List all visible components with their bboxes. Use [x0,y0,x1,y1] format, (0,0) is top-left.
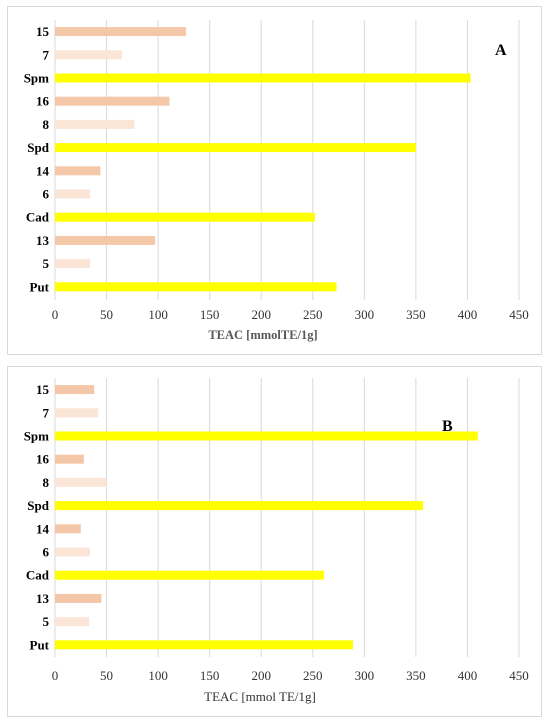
bar-Cad [55,212,315,222]
x-tick-label: 450 [509,307,529,322]
chart-b-category-labels: 15 7 Spm 16 8 Spd 14 6 Cad 13 5 Put [24,382,50,652]
chart-b-gridlines [54,378,520,657]
bar-6 [55,547,91,557]
x-tick-label: 200 [251,307,271,322]
chart-a-gridlines [54,20,520,300]
bar-Spd [55,143,416,153]
bar-15 [55,27,186,37]
x-tick-label: 150 [200,668,220,683]
chart-a-tick-labels: 0 50 100 150 200 250 300 350 400 450 [52,307,529,322]
category-label-Spd: Spd [27,140,49,155]
category-label-7: 7 [43,47,50,62]
category-label-6: 6 [43,545,50,560]
chart-b-x-axis-title: TEAC [mmol TE/1g] [204,689,316,704]
chart-a-bars [55,27,471,292]
category-label-8: 8 [43,117,50,132]
x-tick-label: 100 [148,307,168,322]
chart-a-x-axis-title: TEAC [mmolTE/1g] [208,328,317,342]
category-label-16: 16 [36,94,50,109]
x-tick-label: 150 [200,307,220,322]
category-label-Spm: Spm [24,429,49,444]
x-tick-label: 300 [355,307,375,322]
bar-7 [55,408,99,418]
bar-Cad [55,570,325,580]
category-label-5: 5 [43,256,50,271]
category-label-13: 13 [36,233,50,248]
x-tick-label: 0 [52,668,59,683]
x-tick-label: 0 [52,307,59,322]
category-label-15: 15 [36,24,50,39]
bar-13 [55,235,156,245]
bar-14 [55,524,81,534]
bar-16 [55,96,170,106]
chart-b-bars [55,385,478,650]
bar-16 [55,454,84,464]
chart-a-svg: 15 7 Spm 16 8 Spd 14 6 Cad 13 5 Put 0 50 100 150 200 250… [24,20,529,342]
category-label-Spd: Spd [27,498,49,513]
x-tick-label: 50 [100,307,113,322]
chart-panel-a: 15 7 Spm 16 8 Spd 14 6 Cad 13 5 Put 0 50 100 150 200 250… [7,6,542,355]
bar-6 [55,189,91,199]
category-label-8: 8 [43,475,50,490]
x-tick-label: 350 [406,307,426,322]
bar-8 [55,119,135,129]
x-tick-label: 100 [148,668,168,683]
x-tick-label: 300 [355,668,375,683]
category-label-Cad: Cad [26,568,50,583]
bar-5 [55,617,90,627]
chart-a-panel-label: A [495,42,507,59]
bar-5 [55,259,91,269]
category-label-15: 15 [36,382,50,397]
bar-Spd [55,501,424,511]
category-label-7: 7 [43,405,50,420]
category-label-Cad: Cad [26,210,50,225]
bar-Put [55,282,337,292]
chart-b-tick-labels: 0 50 100 150 200 250 300 350 400 450 [52,668,529,683]
bar-15 [55,385,95,395]
category-label-Put: Put [30,637,50,652]
category-label-14: 14 [36,163,50,178]
x-tick-label: 350 [406,668,426,683]
chart-panel-b: 15 7 Spm 16 8 Spd 14 6 Cad 13 5 Put 0 50 100 150 200 250… [7,366,542,717]
category-label-14: 14 [36,521,50,536]
category-label-Put: Put [30,279,50,294]
x-tick-label: 250 [303,668,323,683]
x-tick-label: 200 [251,668,271,683]
category-label-6: 6 [43,187,50,202]
bar-13 [55,593,102,603]
bar-8 [55,477,107,487]
x-tick-label: 50 [100,668,113,683]
bar-Spm [55,431,478,441]
category-label-13: 13 [36,591,50,606]
category-label-5: 5 [43,614,50,629]
bar-7 [55,50,123,60]
x-tick-label: 400 [458,307,478,322]
chart-b-panel-label: B [442,418,453,435]
category-label-16: 16 [36,452,50,467]
x-tick-label: 400 [458,668,478,683]
x-tick-label: 250 [303,307,323,322]
bar-Spm [55,73,471,83]
bar-Put [55,640,353,650]
bar-14 [55,166,101,176]
chart-b-svg: 15 7 Spm 16 8 Spd 14 6 Cad 13 5 Put 0 50 100 150 200 250… [24,378,529,704]
category-label-Spm: Spm [24,71,49,86]
chart-a-category-labels: 15 7 Spm 16 8 Spd 14 6 Cad 13 5 Put [24,24,50,294]
x-tick-label: 450 [509,668,529,683]
